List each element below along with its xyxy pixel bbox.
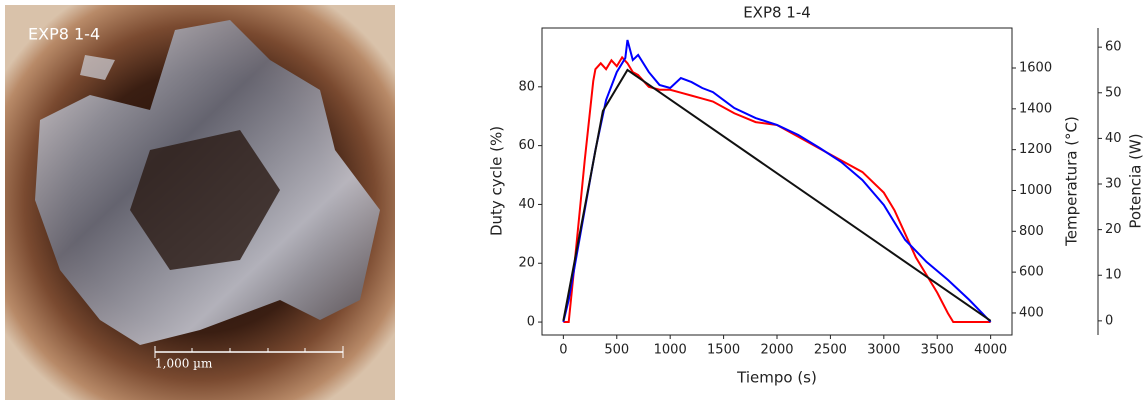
x-tick-label: 3500 (921, 343, 954, 358)
y-tick-label: 80 (518, 79, 535, 94)
photo: EXP8 1-4 1,000 µm (5, 5, 395, 400)
series-line (563, 55, 991, 324)
x-tick-label: 1000 (654, 343, 687, 358)
y3-axis-label: Potencia (W) (1127, 133, 1145, 228)
x-tick-label: 500 (604, 343, 629, 358)
y2-tick-label: 1600 (1019, 61, 1052, 76)
y2-tick-label: 1200 (1019, 142, 1052, 157)
series-line (562, 39, 992, 323)
y3-tick-label: 40 (1105, 131, 1122, 146)
y3-tick-label: 60 (1105, 40, 1122, 55)
y3-tick-label: 10 (1105, 268, 1122, 283)
y-tick-label: 0 (527, 315, 535, 330)
y2-tick-label: 800 (1019, 224, 1044, 239)
y2-tick-label: 400 (1019, 305, 1044, 320)
plot-frame (541, 27, 1013, 336)
x-tick-label: 2500 (814, 343, 847, 358)
x-axis-label: Tiempo (s) (736, 369, 817, 387)
y-tick-label: 20 (518, 256, 535, 271)
x-tick-label: 4000 (974, 343, 1007, 358)
x-tick-label: 0 (559, 343, 567, 358)
scale-bar-label: 1,000 µm (155, 357, 213, 371)
x-tick-label: 3000 (867, 343, 900, 358)
series-line (562, 68, 992, 322)
y2-axis-label: Temperatura (°C) (1063, 116, 1081, 247)
photo-label: EXP8 1-4 (28, 25, 100, 44)
y-tick-label: 60 (518, 138, 535, 153)
y2-tick-label: 1000 (1019, 183, 1052, 198)
x-tick-label: 2000 (760, 343, 793, 358)
chart-title: EXP8 1-4 (743, 4, 811, 22)
y2-tick-label: 1400 (1019, 101, 1052, 116)
y3-tick-label: 50 (1105, 85, 1122, 100)
y-tick-label: 40 (518, 197, 535, 212)
x-tick-label: 1500 (707, 343, 740, 358)
y3-tick-label: 30 (1105, 177, 1122, 192)
y3-tick-label: 20 (1105, 222, 1122, 237)
y2-tick-label: 600 (1019, 265, 1044, 280)
y3-tick-label: 0 (1105, 313, 1113, 328)
y-axis-label: Duty cycle (%) (488, 126, 506, 236)
